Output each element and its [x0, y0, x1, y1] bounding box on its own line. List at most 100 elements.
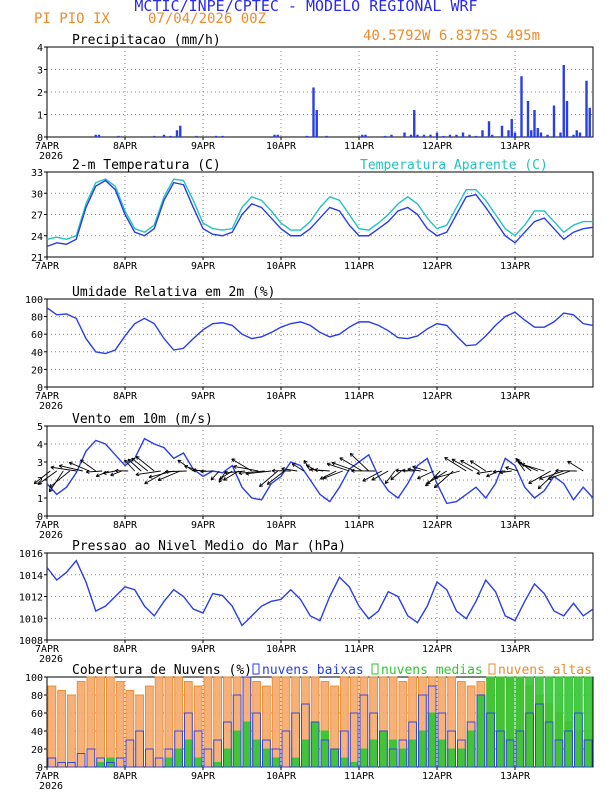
cloud-bar-nuvens-baixas: [164, 748, 174, 768]
clouds-legend-label: nuvens baixas: [262, 663, 364, 678]
precip-bar: [169, 135, 172, 137]
wind-arrow-head: [59, 464, 63, 467]
wind-arrow-head: [499, 470, 503, 474]
clouds-xtick-label: 7APR: [35, 771, 60, 782]
wind-arrow-head: [451, 459, 455, 463]
rh-frame: [46, 298, 594, 388]
wind-arrow: [539, 470, 564, 480]
pressure-ytick-label: 1014: [19, 571, 43, 582]
cloud-bar-nuvens-baixas: [476, 694, 486, 768]
wind-xtick-label: 8APR: [113, 520, 138, 531]
wind-arrow-head: [521, 463, 525, 467]
wind-arrow-head: [259, 483, 262, 487]
wind-arrow-head: [224, 470, 228, 474]
clouds-xtick-label: 11APR: [344, 771, 375, 782]
cloud-bar-nuvens-medias: [457, 748, 466, 768]
pressure-xtick-label: 7APR: [35, 644, 60, 655]
cloud-bar-nuvens-altas: [203, 676, 213, 768]
precip-bar: [562, 65, 565, 137]
cloud-bar-nuvens-medias: [554, 676, 564, 768]
cloud-bar-nuvens-medias: [271, 757, 281, 768]
wind-arrow-head: [157, 477, 161, 481]
cloud-bar-nuvens-baixas: [320, 739, 330, 768]
wind-speed-line: [46, 437, 594, 505]
cloud-bar-nuvens-baixas: [418, 694, 427, 768]
wind-arrow: [259, 470, 279, 487]
wind-arrow: [493, 470, 506, 473]
wind-arrow-head: [245, 473, 250, 476]
cloud-bar-nuvens-medias: [525, 676, 534, 768]
clouds-legend-label: nuvens medias: [381, 663, 483, 678]
wind-arrow-head: [303, 459, 308, 463]
wind-arrow-head: [127, 459, 130, 463]
cloud-bar-nuvens-medias: [496, 676, 505, 768]
cloud-bar-nuvens-medias: [515, 676, 525, 768]
precip-bar: [361, 134, 364, 137]
cloud-bar-nuvens-baixas: [76, 753, 86, 768]
cloud-bar-nuvens-altas: [86, 676, 96, 768]
precip-bar: [305, 135, 309, 137]
cloud-bar-nuvens-baixas: [574, 712, 583, 768]
precip-bar: [416, 134, 419, 137]
cloud-bar-nuvens-baixas: [408, 721, 417, 768]
pressure-xtick-label: 11APR: [344, 644, 375, 655]
wind-arrow-head: [469, 460, 473, 465]
wind-arrow-head: [144, 480, 147, 484]
cloud-bar-nuvens-baixas: [525, 712, 534, 768]
cloud-bar-nuvens-medias: [535, 676, 544, 768]
wind-arrow-head: [310, 467, 314, 470]
precip-xtick-label: 9APR: [191, 141, 216, 152]
cloud-bar-nuvens-baixas: [106, 762, 115, 768]
wind-arrow: [567, 460, 584, 472]
precip-bar: [221, 135, 224, 137]
clouds-xtick-label: 12APR: [422, 771, 453, 782]
pressure-ytick-label: 1010: [19, 614, 43, 625]
wind-arrow: [210, 470, 220, 481]
wind-arrow: [349, 453, 370, 472]
cloud-bar-nuvens-baixas: [86, 748, 96, 768]
precip-bar: [588, 107, 591, 137]
precip-bar: [153, 135, 156, 137]
cloud-bar-nuvens-baixas: [544, 721, 554, 768]
cloud-bar-nuvens-medias: [408, 739, 417, 768]
clouds-frame: [46, 676, 594, 768]
wind-arrow: [407, 468, 421, 472]
cloud-bar-nuvens-baixas: [535, 703, 544, 768]
cloud-bar-nuvens-medias: [486, 676, 495, 768]
wind-arrow-head: [192, 469, 196, 473]
wind-arrow: [281, 468, 298, 472]
wind-arrow-head: [407, 468, 411, 472]
wind-arrow-head: [281, 466, 285, 470]
cloud-bar-nuvens-baixas: [437, 712, 447, 768]
cloud-bar-nuvens-medias: [369, 739, 378, 768]
precip-xtick-label: 7APR: [35, 141, 60, 152]
wind-arrow: [200, 470, 213, 473]
rh-xtick-label: 11APR: [344, 391, 375, 402]
wind-arrow: [470, 460, 486, 472]
wind-arrow-head: [219, 475, 222, 480]
wind-arrow: [412, 466, 428, 472]
temp-line: [46, 179, 594, 248]
wind-arrow-head: [95, 473, 99, 477]
rh-xtick-label: 8APR: [113, 391, 138, 402]
cloud-bar-nuvens-baixas: [213, 739, 222, 768]
wind-arrow-head: [555, 468, 559, 472]
cloud-bar-nuvens-baixas: [203, 748, 213, 768]
cloud-bar-nuvens-medias: [583, 676, 593, 768]
wind-ytick-label: 3: [37, 458, 43, 469]
cloud-bar-nuvens-baixas: [340, 730, 349, 768]
wind-arrow-head: [110, 472, 114, 476]
wind-arrow-head: [86, 471, 90, 474]
wind-arrow-head: [401, 470, 406, 473]
rh-ytick-label: 20: [31, 365, 43, 376]
wind-arrow: [80, 459, 97, 472]
precip-bar: [422, 134, 426, 137]
rh-title: Umidade Relativa em 2m (%): [72, 285, 276, 300]
wind-ytick-label: 5: [37, 422, 43, 433]
wind-arrow: [131, 457, 149, 472]
wind-arrow-head: [184, 465, 188, 469]
wind-arrow-head: [319, 475, 323, 480]
wind-arrow: [127, 458, 142, 472]
precip-bar: [565, 101, 569, 137]
wind-arrow-head: [131, 458, 134, 462]
